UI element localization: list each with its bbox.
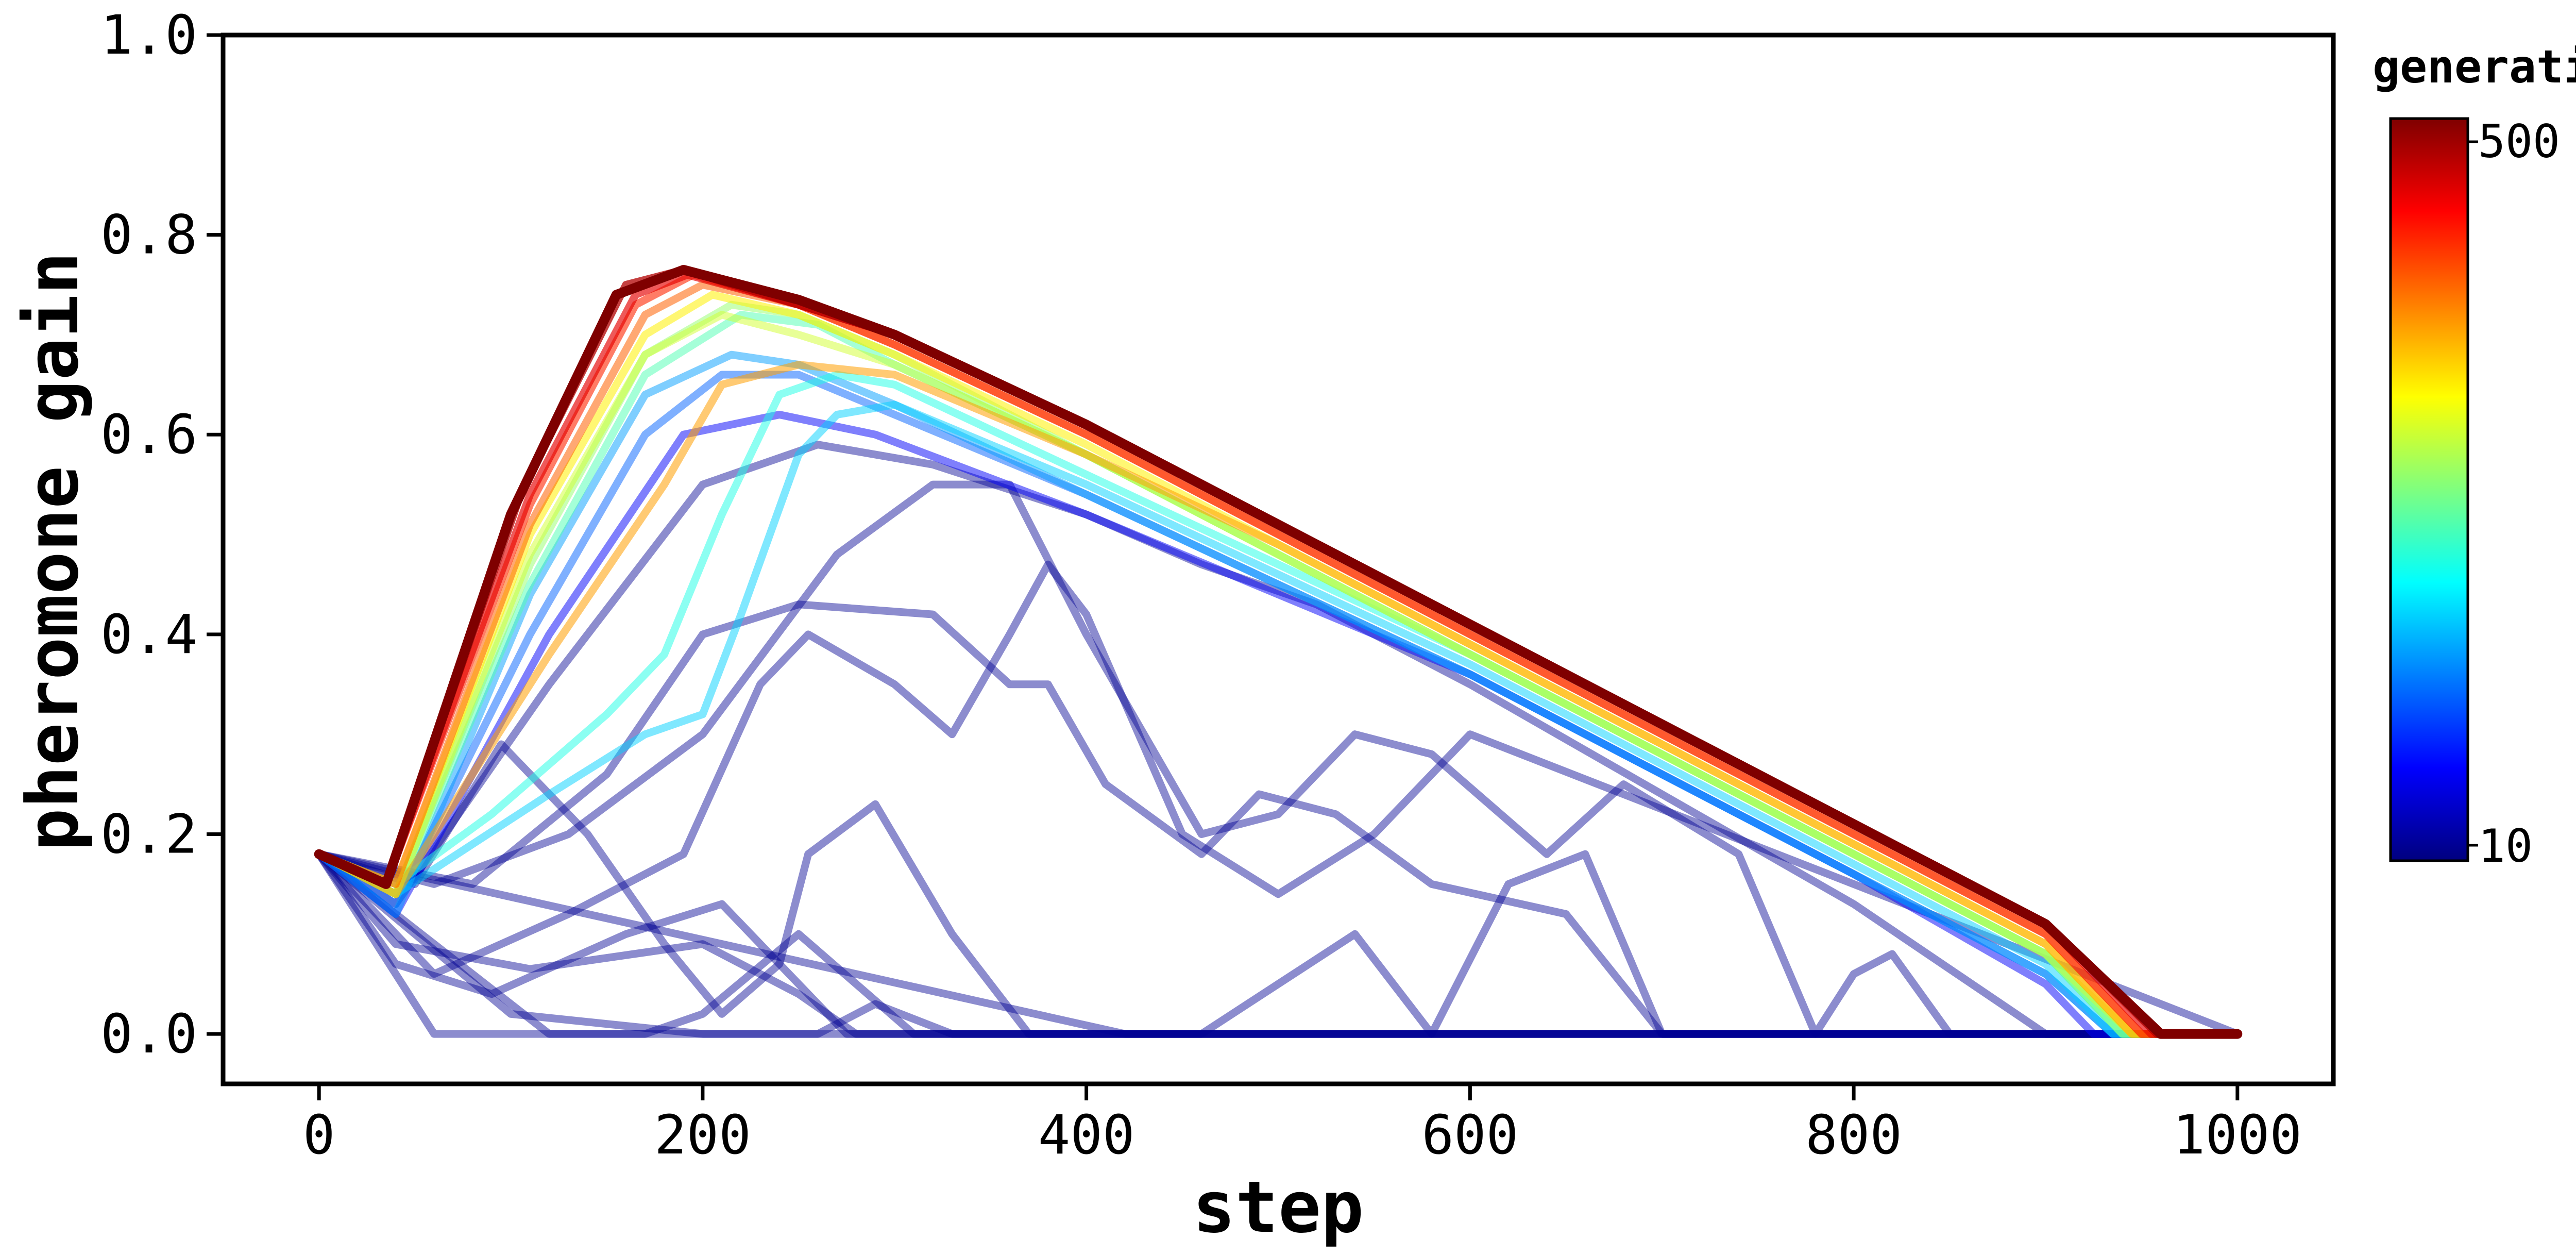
x-axis: 0 200 400 600 800 1000	[303, 1084, 2302, 1166]
series-layer	[314, 265, 2243, 1039]
series-line-8	[315, 850, 2242, 1038]
y-tick-label: 0.6	[100, 403, 197, 466]
x-tick-label: 0	[303, 1103, 335, 1166]
x-tick-label: 200	[654, 1103, 751, 1166]
series-line-11	[315, 411, 2242, 1038]
y-tick-label: 0.8	[100, 204, 197, 266]
y-axis: 0.0 0.2 0.4 0.6 0.8 1.0	[100, 4, 223, 1065]
x-axis-title: step	[1193, 1166, 1364, 1249]
series-line-2	[315, 850, 2242, 1038]
x-tick-label: 800	[1805, 1103, 1902, 1166]
series-line-14	[315, 400, 2242, 1038]
series-line-20	[315, 361, 2242, 1038]
y-tick-label: 1.0	[100, 4, 197, 66]
series-line-13	[315, 350, 2242, 1038]
series-line-7	[315, 480, 2242, 1038]
plot-frame	[221, 32, 2336, 1086]
series-line-3	[315, 740, 2242, 1038]
series-line-9	[315, 850, 2242, 1038]
colorbar-title: generation	[2372, 40, 2576, 93]
colorbar-min-label: 10	[2478, 819, 2533, 873]
series-line-4	[315, 850, 2242, 1038]
y-tick-label: 0.0	[100, 1002, 197, 1065]
x-tick-label: 600	[1421, 1103, 1518, 1166]
x-tick-label: 1000	[2173, 1103, 2302, 1166]
series-line-25	[314, 265, 2243, 1039]
y-axis-title: pheromone gain	[11, 252, 94, 851]
series-line-1	[315, 850, 2242, 1038]
series-line-6	[315, 600, 2242, 1038]
colorbar-max-label: 500	[2478, 115, 2560, 168]
series-line-22	[315, 271, 2242, 1038]
series-line-5	[315, 560, 2242, 1038]
series-line-0	[315, 850, 2242, 1038]
y-tick-label: 0.4	[100, 603, 197, 666]
y-tick-label: 0.2	[100, 802, 197, 865]
x-tick-label: 400	[1038, 1103, 1135, 1166]
colorbar	[2389, 117, 2469, 862]
